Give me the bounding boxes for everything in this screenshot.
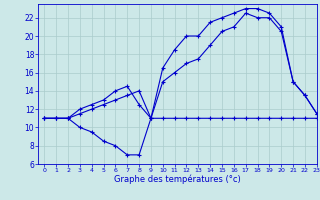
X-axis label: Graphe des températures (°c): Graphe des températures (°c): [114, 175, 241, 184]
